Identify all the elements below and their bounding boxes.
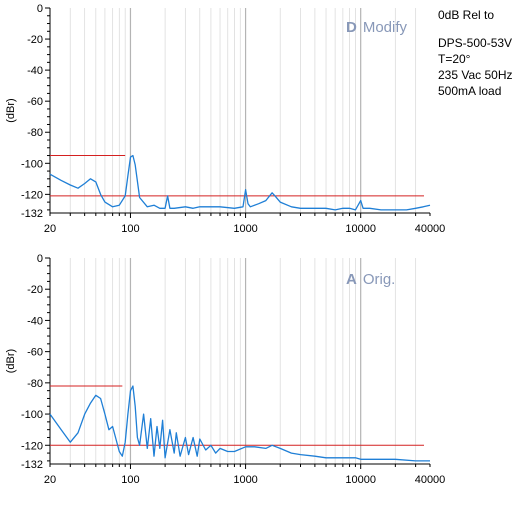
chart2-panel-label: A Orig. [346, 271, 395, 288]
chart1-panel-letter: D [346, 19, 357, 36]
chart2-y-tick-label: -100 [21, 409, 43, 421]
chart1-y-axis-label: (dBr) [5, 98, 17, 122]
note-supply: 235 Vac 50Hz [438, 68, 513, 82]
chart2-y-tick-label: -60 [27, 347, 43, 359]
chart1-x-tick-label: 1000 [233, 223, 257, 235]
chart1-y-tick-label: -100 [21, 158, 43, 170]
note-temperature: T=20° [438, 52, 471, 66]
chart2-x-tick-label: 1000 [233, 474, 257, 486]
note-reference: 0dB Rel to [438, 8, 495, 22]
chart2-y-axis-label: (dBr) [5, 349, 17, 373]
chart2-y-tick-label: -132 [21, 459, 43, 471]
chart1-spectrum-line [49, 154, 431, 211]
chart1-panel-label: D Modify [346, 19, 408, 36]
chart1-y-tick-label: -132 [21, 208, 43, 220]
chart1-y-tick-label: -80 [27, 127, 43, 139]
chart2-panel-letter: A [346, 271, 357, 288]
chart1-x-tick-label: 40000 [415, 223, 446, 235]
chart2-x-tick-label: 100 [121, 474, 139, 486]
chart2-y-tick-label: -120 [21, 440, 43, 452]
chart1-x-tick-label: 100 [121, 223, 139, 235]
chart1-panel-text: Modify [363, 19, 408, 36]
chart2-y-tick-label: -40 [27, 315, 43, 327]
chart2-x-tick-label: 20 [44, 474, 56, 486]
chart1-x-tick-label: 20 [44, 223, 56, 235]
chart2-spectrum-line [49, 385, 430, 462]
chart1-y-tick-label: -60 [27, 96, 43, 108]
chart1-x-tick-label: 10000 [345, 223, 376, 235]
chart2-panel-text: Orig. [363, 271, 396, 288]
chart2-y-tick-label: -80 [27, 378, 43, 390]
chart2-y-tick-label: 0 [37, 253, 43, 265]
chart2-x-tick-label: 40000 [415, 474, 446, 486]
chart2-y-tick-label: -20 [27, 284, 43, 296]
chart1-y-tick-label: -120 [21, 189, 43, 201]
note-model: DPS-500-53V [438, 36, 513, 50]
chart1-y-tick-label: -40 [27, 65, 43, 77]
chart1-y-tick-label: -20 [27, 34, 43, 46]
chart1-y-tick-label: 0 [37, 3, 43, 15]
note-load: 500mA load [438, 84, 502, 98]
chart2-x-tick-label: 10000 [345, 474, 376, 486]
